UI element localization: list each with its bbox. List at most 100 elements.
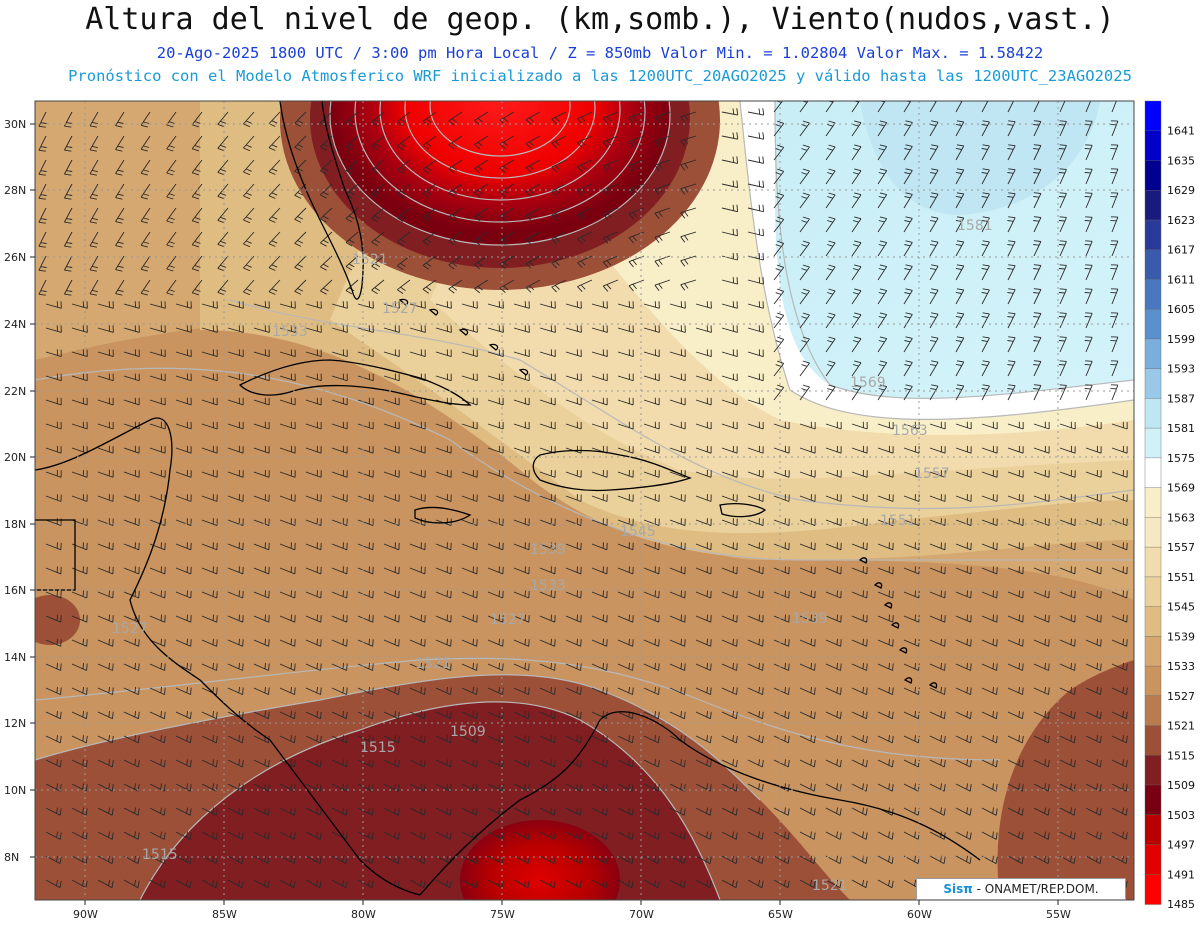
- colorbar-label: 1629: [1167, 184, 1195, 197]
- colorbar-label: 1605: [1167, 303, 1195, 316]
- svg-text:1545: 1545: [620, 524, 656, 540]
- colorbar-label: 1587: [1167, 392, 1195, 405]
- colorbar-swatch: [1144, 487, 1162, 519]
- wind-barbs: [38, 101, 1128, 889]
- colorbar-label: 1611: [1167, 273, 1195, 286]
- lat-label: 28N: [4, 184, 26, 197]
- credit-box: Sisπ - ONAMET/REP.DOM.: [916, 878, 1126, 900]
- colorbar-swatch: [1144, 457, 1162, 489]
- longitude-labels: 90W 85W 80W 75W 70W 65W 60W 55W: [73, 908, 1071, 921]
- lon-label: 65W: [768, 908, 793, 921]
- colorbar-label: 1509: [1167, 779, 1195, 792]
- colorbar-label: 1533: [1167, 660, 1195, 673]
- lat-label: 30N: [4, 118, 26, 131]
- svg-text:1551: 1551: [880, 513, 916, 529]
- svg-text:1533: 1533: [530, 578, 566, 594]
- colorbar-swatch: [1144, 517, 1162, 548]
- svg-text:1515: 1515: [142, 847, 178, 863]
- lat-label: 16N: [4, 584, 26, 597]
- colorbar-swatch: [1144, 695, 1162, 727]
- colorbar-swatch: [1144, 636, 1162, 667]
- colorbar-label: 1593: [1167, 363, 1195, 376]
- colorbar-label: 1491: [1167, 868, 1195, 881]
- colorbar-label: 1497: [1167, 839, 1195, 852]
- svg-text:1533: 1533: [272, 324, 308, 340]
- graticule: [35, 101, 1134, 900]
- colorbar-swatch: [1144, 427, 1162, 459]
- svg-text:1569: 1569: [850, 375, 886, 391]
- lat-label: 20N: [4, 451, 26, 464]
- colorbar-swatch: [1144, 309, 1162, 340]
- colorbar-swatch: [1144, 189, 1162, 221]
- svg-text:1527: 1527: [382, 301, 418, 317]
- lat-label: 10N: [4, 784, 26, 797]
- svg-text:1563: 1563: [892, 423, 928, 439]
- colorbar-label: 1539: [1167, 630, 1195, 643]
- colorbar-label: 1515: [1167, 749, 1195, 762]
- colorbar-swatch: [1144, 368, 1162, 400]
- plot-frame: [34, 100, 1135, 901]
- colorbar-swatch: [1144, 219, 1162, 251]
- colorbar-swatch: [1144, 130, 1162, 162]
- svg-text:1539: 1539: [530, 542, 566, 558]
- lat-label: 12N: [4, 717, 26, 730]
- colorbar-label: 1599: [1167, 333, 1195, 346]
- lon-label: 90W: [73, 908, 98, 921]
- colorbar-label: 1557: [1167, 541, 1195, 554]
- svg-text:1521: 1521: [415, 656, 451, 672]
- sispi-logo: Sisπ: [943, 882, 973, 896]
- colorbar-swatch: [1144, 814, 1162, 846]
- lat-label: 24N: [4, 318, 26, 331]
- lat-label: 14N: [4, 651, 26, 664]
- longitude-axis: [84, 900, 1059, 905]
- colorbar-swatch: [1144, 546, 1162, 578]
- lon-label: 70W: [629, 908, 654, 921]
- svg-text:1557: 1557: [914, 466, 950, 482]
- colorbar-label: 1563: [1167, 511, 1195, 524]
- svg-text:1527: 1527: [112, 621, 148, 637]
- svg-text:1515: 1515: [360, 740, 396, 756]
- model-info-line: Pronóstico con el Modelo Atmosferico WRF…: [68, 67, 1132, 85]
- colorbar-label: 1635: [1167, 155, 1195, 168]
- lon-label: 85W: [212, 908, 237, 921]
- colorbar-label: 1485: [1167, 898, 1195, 911]
- colorbar-swatch: [1144, 665, 1162, 697]
- colorbar: 1641 1635 1629 1623 1617 1611 1605 1599 1593 1587…: [1144, 100, 1195, 911]
- colorbar-swatch: [1144, 100, 1162, 132]
- latitude-labels: 30N 28N 26N 24N 22N 20N 18N 16N 14N 12N …: [4, 118, 26, 864]
- colorbar-label: 1641: [1167, 125, 1195, 138]
- lat-label: 18N: [4, 518, 26, 531]
- lat-label: 22N: [4, 385, 26, 398]
- colorbar-label: 1521: [1167, 720, 1195, 733]
- latitude-axis: [30, 123, 35, 858]
- colorbar-swatch: [1144, 844, 1162, 875]
- map-plot: 1521 1527 1533 1581 1569 1563 1557 1551 …: [35, 101, 1134, 900]
- svg-text:1509: 1509: [450, 724, 486, 740]
- lat-label: 8N: [4, 851, 19, 864]
- colorbar-label: 1527: [1167, 690, 1195, 703]
- contour-labels: 1521 1527 1533 1581 1569 1563 1557 1551 …: [112, 218, 993, 894]
- colorbar-label: 1623: [1167, 214, 1195, 227]
- colorbar-swatch: [1144, 160, 1162, 191]
- lon-label: 60W: [907, 908, 932, 921]
- colorbar-swatch: [1144, 279, 1162, 310]
- svg-text:1521: 1521: [352, 252, 388, 268]
- colorbar-swatch: [1144, 755, 1162, 786]
- colorbar-swatch: [1144, 874, 1162, 905]
- colorbar-label: 1551: [1167, 571, 1195, 584]
- colorbar-label: 1569: [1167, 482, 1195, 495]
- svg-text:1581: 1581: [957, 218, 993, 234]
- lon-label: 55W: [1046, 908, 1071, 921]
- colorbar-swatch: [1144, 784, 1162, 816]
- lon-label: 75W: [490, 908, 515, 921]
- colorbar-swatch: [1144, 249, 1162, 281]
- colorbar-swatch: [1144, 398, 1162, 429]
- map-title: Altura del nivel de geop. (km,somb.), Vi…: [85, 2, 1115, 37]
- valid-time-line: 20-Ago-2025 1800 UTC / 3:00 pm Hora Loca…: [156, 44, 1044, 62]
- colorbar-label: 1545: [1167, 601, 1195, 614]
- colorbar-label: 1581: [1167, 422, 1195, 435]
- lon-label: 80W: [351, 908, 376, 921]
- svg-text:1527: 1527: [490, 612, 526, 628]
- colorbar-label: 1617: [1167, 244, 1195, 257]
- svg-text:1539: 1539: [792, 611, 828, 627]
